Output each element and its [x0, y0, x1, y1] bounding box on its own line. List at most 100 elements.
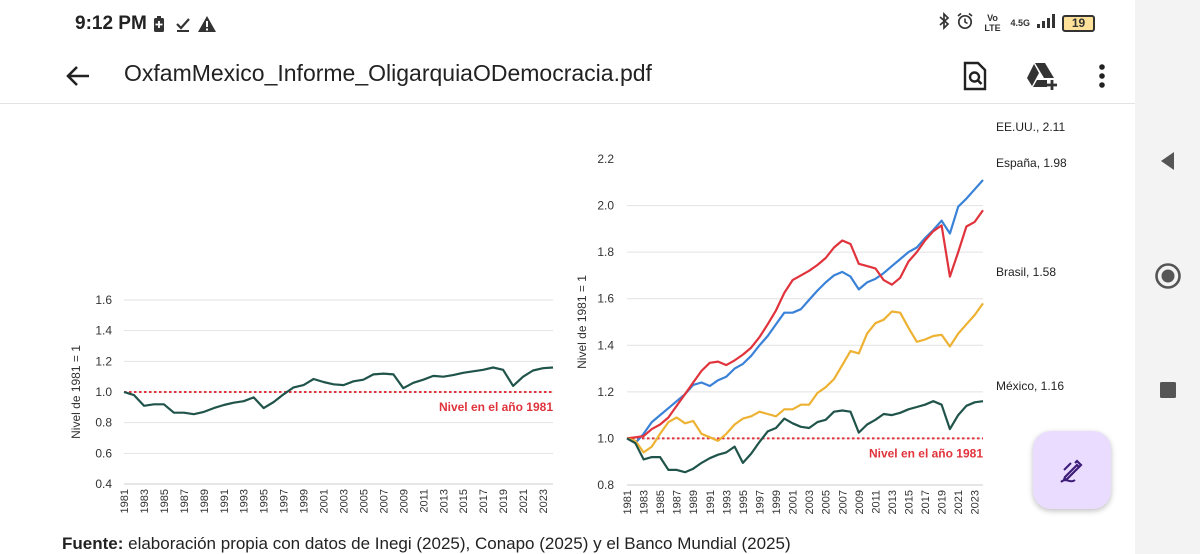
x-tick-label: 2005 — [821, 490, 833, 514]
download-done-icon — [172, 12, 194, 36]
y-tick-label: 1.2 — [597, 385, 614, 399]
volte-label: Vo LTE — [984, 13, 1001, 33]
more-options-button[interactable] — [1082, 56, 1122, 96]
x-tick-label: 1987 — [179, 489, 191, 513]
reference-label: Nivel en el año 1981 — [869, 446, 983, 460]
y-tick-label: 1.4 — [597, 338, 614, 352]
x-tick-label: 2023 — [538, 489, 550, 513]
x-tick-label: 2019 — [498, 489, 510, 513]
signal-icon — [1036, 13, 1056, 33]
series-line — [626, 400, 984, 474]
x-tick-label: 1993 — [721, 490, 733, 514]
y-tick-label: 1.6 — [95, 293, 112, 307]
x-tick-label: 2001 — [788, 490, 800, 514]
series-label: España, 1.98 — [996, 156, 1067, 170]
y-tick-label: 1.8 — [597, 245, 614, 259]
x-tick-label: 2021 — [953, 490, 965, 514]
source-text: elaboración propia con datos de Inegi (2… — [123, 534, 791, 553]
x-tick-label: 2011 — [870, 490, 882, 514]
x-tick-label: 1993 — [239, 489, 251, 513]
battery-indicator: 19 — [1062, 14, 1095, 32]
y-tick-label: 0.8 — [597, 478, 614, 492]
nav-home-button[interactable] — [1152, 260, 1184, 292]
nav-recents-button[interactable] — [1152, 374, 1184, 406]
charts: 1.6 1.4 1.2 1.0 0.8 0.6 0.4 1981 1983 1985 1987 198… — [69, 120, 1067, 514]
y-tick-label: 0.8 — [95, 416, 112, 430]
triangle-back-icon — [1161, 152, 1174, 170]
x-tick-label: 2013 — [887, 490, 899, 514]
status-time: 9:12 PM — [75, 13, 147, 34]
navigation-bar — [1135, 0, 1200, 554]
more-vert-icon — [1099, 64, 1105, 88]
x-tick-label: 1987 — [672, 490, 684, 514]
y-axis-label: Nivel de 1981 = 1 — [575, 275, 589, 369]
x-tick-label: 2023 — [970, 490, 982, 514]
circle-home-icon — [1155, 263, 1181, 289]
x-tick-label: 1985 — [159, 489, 171, 513]
x-tick-label: 2007 — [837, 490, 849, 514]
x-tick-label: 2017 — [920, 490, 932, 514]
y-tick-label: 0.6 — [95, 446, 112, 460]
x-tick-label: 1997 — [279, 489, 291, 513]
x-tick-label: 2005 — [358, 489, 370, 513]
pen-edit-icon — [1060, 459, 1083, 483]
x-tick-label: 2015 — [903, 490, 915, 514]
x-tick-label: 1991 — [219, 489, 231, 513]
x-tick-label: 2017 — [478, 489, 490, 513]
y-tick-label: 1.4 — [95, 324, 112, 338]
series-label: México, 1.16 — [996, 379, 1064, 393]
chart-1 — [123, 299, 554, 485]
x-tick-label: 1999 — [771, 490, 783, 514]
add-to-drive-button[interactable] — [1022, 56, 1062, 96]
warning-icon — [196, 12, 218, 36]
back-button[interactable] — [60, 58, 96, 94]
x-tick-label: 1983 — [639, 490, 651, 514]
x-tick-label: 1989 — [688, 490, 700, 514]
annotate-button[interactable] — [1033, 431, 1111, 509]
chart-2 — [626, 179, 984, 486]
series-line — [123, 366, 554, 416]
arrow-back-icon — [66, 66, 89, 86]
x-tick-label: 1989 — [199, 489, 211, 513]
x-tick-label: 1985 — [655, 490, 667, 514]
status-right: Vo LTE 4.5G 19 — [938, 11, 1095, 34]
x-tick-label: 2015 — [458, 489, 470, 513]
x-tick-label: 2021 — [518, 489, 530, 513]
square-recents-icon — [1160, 382, 1176, 398]
drive-add-icon — [1027, 63, 1057, 90]
alarm-icon — [956, 12, 974, 34]
y-tick-label: 2.2 — [597, 152, 614, 166]
x-tick-label: 1997 — [754, 490, 766, 514]
x-tick-label: 1991 — [705, 490, 717, 514]
x-tick-label: 2003 — [804, 490, 816, 514]
network-speed: 4.5G — [1010, 18, 1030, 28]
x-tick-label: 1999 — [299, 489, 311, 513]
app-bar: OxfamMexico_Informe_OligarquiaODemocraci… — [0, 48, 1135, 104]
x-tick-label: 2013 — [438, 489, 450, 513]
y-tick-label: 1.0 — [95, 385, 112, 399]
x-tick-label: 2003 — [338, 489, 350, 513]
x-tick-label: 2001 — [319, 489, 331, 513]
y-tick-label: 0.4 — [95, 477, 112, 491]
pdf-page[interactable]: 1.6 1.4 1.2 1.0 0.8 0.6 0.4 1981 1983 1985 1987 198… — [0, 105, 1135, 554]
x-tick-label: 1995 — [259, 489, 271, 513]
x-tick-label: 2009 — [398, 489, 410, 513]
y-tick-label: 1.2 — [95, 354, 112, 368]
reference-label: Nivel en el año 1981 — [439, 400, 553, 414]
x-tick-label: 1983 — [139, 489, 151, 513]
nav-back-button[interactable] — [1152, 145, 1184, 177]
x-tick-label: 1981 — [119, 489, 131, 513]
x-tick-label: 2007 — [378, 489, 390, 513]
x-tick-label: 2009 — [854, 490, 866, 514]
x-tick-label: 2019 — [937, 490, 949, 514]
status-bar: 9:12 PM Vo LTE 4.5G 19 — [0, 0, 1135, 48]
bluetooth-icon — [938, 11, 950, 34]
search-document-button[interactable] — [955, 56, 995, 96]
series-line — [626, 209, 984, 440]
x-tick-label: 2011 — [418, 489, 430, 513]
source-label: Fuente: — [62, 534, 124, 553]
search-document-icon — [963, 61, 987, 91]
battery-saver-icon — [148, 12, 170, 36]
y-tick-label: 1.6 — [597, 292, 614, 306]
